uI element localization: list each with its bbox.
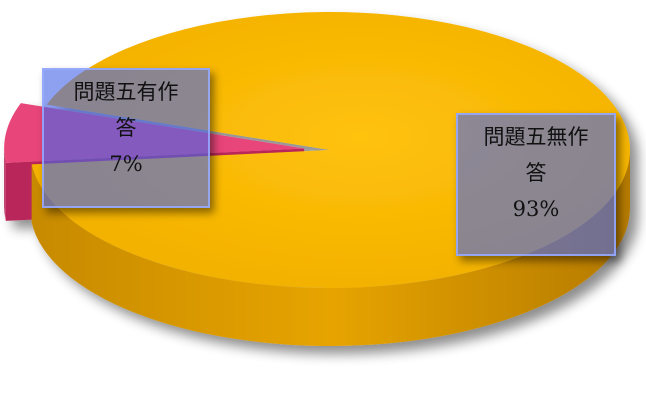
slice-label-unanswered: 問題五無作 答 93% [456, 113, 616, 256]
slice-label-line: 答 [525, 161, 547, 185]
slice-percent: 93% [512, 197, 560, 221]
slice-label-line: 問題五無作 [483, 125, 589, 149]
slice-depth-wall [31, 150, 631, 347]
slice-label-answered: 問題五有作 答 7% [42, 68, 210, 208]
slice-depth-wall [4, 148, 6, 221]
slice-label-line: 問題五有作 [73, 80, 179, 104]
slice-percent: 7% [109, 152, 143, 176]
slice-label-line: 答 [115, 116, 137, 140]
